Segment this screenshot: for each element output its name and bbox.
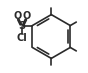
Text: Cl: Cl	[17, 33, 27, 43]
Text: S: S	[19, 21, 26, 31]
Text: O: O	[14, 11, 22, 21]
Text: O: O	[22, 11, 30, 21]
